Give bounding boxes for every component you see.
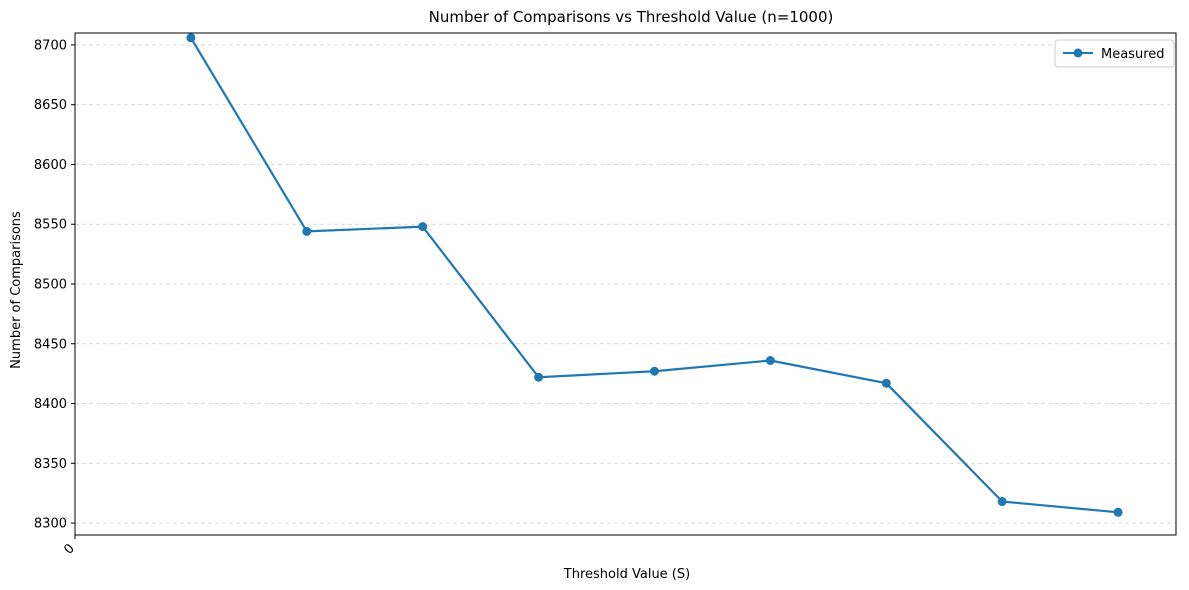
data-point (997, 497, 1007, 507)
y-tick-label: 8350 (34, 457, 67, 472)
x-axis-ticks: 0 (61, 535, 78, 558)
legend: Measured (1054, 39, 1175, 68)
y-tick-label: 8700 (34, 38, 67, 53)
data-point (881, 378, 891, 388)
plot-frame (74, 32, 1177, 536)
y-tick-label: 8550 (34, 218, 67, 233)
y-tick-label: 8500 (34, 278, 67, 293)
data-point (765, 355, 775, 365)
data-point (534, 372, 544, 382)
y-tick-label: 8450 (34, 337, 67, 352)
data-point (302, 226, 312, 236)
legend-marker (1073, 48, 1083, 58)
legend-box (1054, 39, 1175, 68)
y-tick-label: 8300 (34, 517, 67, 532)
y-axis-label: Number of Comparisons (9, 211, 24, 369)
legend-label: Measured (1101, 47, 1165, 62)
series-line (189, 37, 1119, 514)
x-axis-label: Threshold Value (S) (563, 567, 690, 582)
data-point (649, 366, 659, 376)
y-tick-label: 8400 (34, 397, 67, 412)
series-group (186, 33, 1123, 517)
y-axis-ticks: 8300 8350 8400 8450 8500 8550 8600 8650 8700 (34, 38, 75, 532)
data-point (1113, 507, 1123, 517)
chart-title: Number of Comparisons vs Threshold Value… (429, 8, 834, 26)
y-tick-label: 8600 (34, 158, 67, 173)
data-point (418, 222, 428, 232)
gridlines (75, 44, 1176, 524)
x-tick-label: 0 (61, 541, 77, 557)
y-tick-label: 8650 (34, 98, 67, 113)
data-point (186, 33, 196, 43)
